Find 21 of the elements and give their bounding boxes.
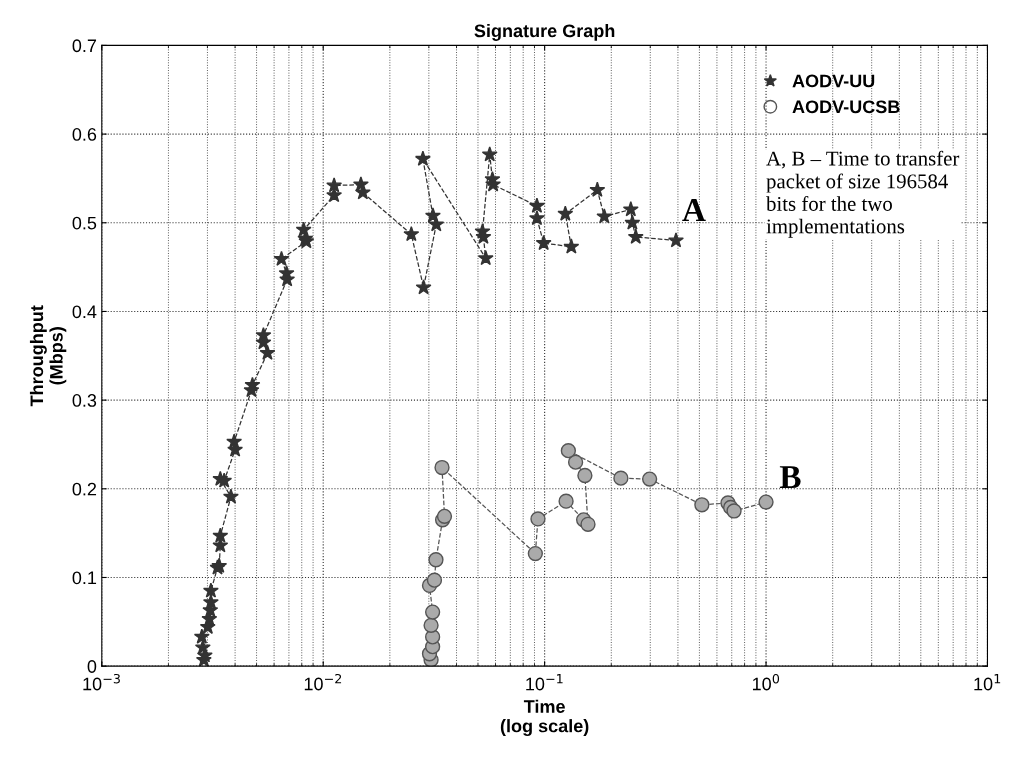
- y-tick-label: 0.6: [72, 128, 97, 141]
- x-tick-label: 10$^{0}$: [752, 673, 780, 691]
- chart-title: Signature Graph: [474, 24, 615, 41]
- annotation: A, B – Time to transfer packet of size 196584 bits for the two implementations: [766, 150, 960, 238]
- x-tick-label: 10$^{−2}$: [304, 673, 342, 691]
- annotation: A: [682, 199, 706, 222]
- x-tick-label: 10$^{−3}$: [83, 673, 120, 691]
- x-tick-label: 10$^{1}$: [974, 674, 1001, 691]
- y-tick-label: 0.2: [72, 482, 97, 496]
- y-tick-label: 0.3: [72, 394, 97, 407]
- y-tick-label: 0.4: [72, 305, 97, 319]
- y-tick-label: 0.5: [72, 216, 97, 230]
- legend-label: AODV-UCSB: [792, 100, 900, 114]
- y-tick-label: 0: [87, 660, 97, 673]
- annotation: B: [779, 466, 801, 489]
- x-tick-label: 10$^{−1}$: [526, 674, 563, 691]
- legend-label: AODV-UU: [792, 74, 875, 88]
- y-tick-label: 0.7: [72, 39, 97, 53]
- y-tick-label: 0.1: [72, 571, 97, 585]
- x-axis-title: Time (log scale): [500, 699, 589, 737]
- y-axis-title: Throughput (Mbps): [29, 305, 67, 407]
